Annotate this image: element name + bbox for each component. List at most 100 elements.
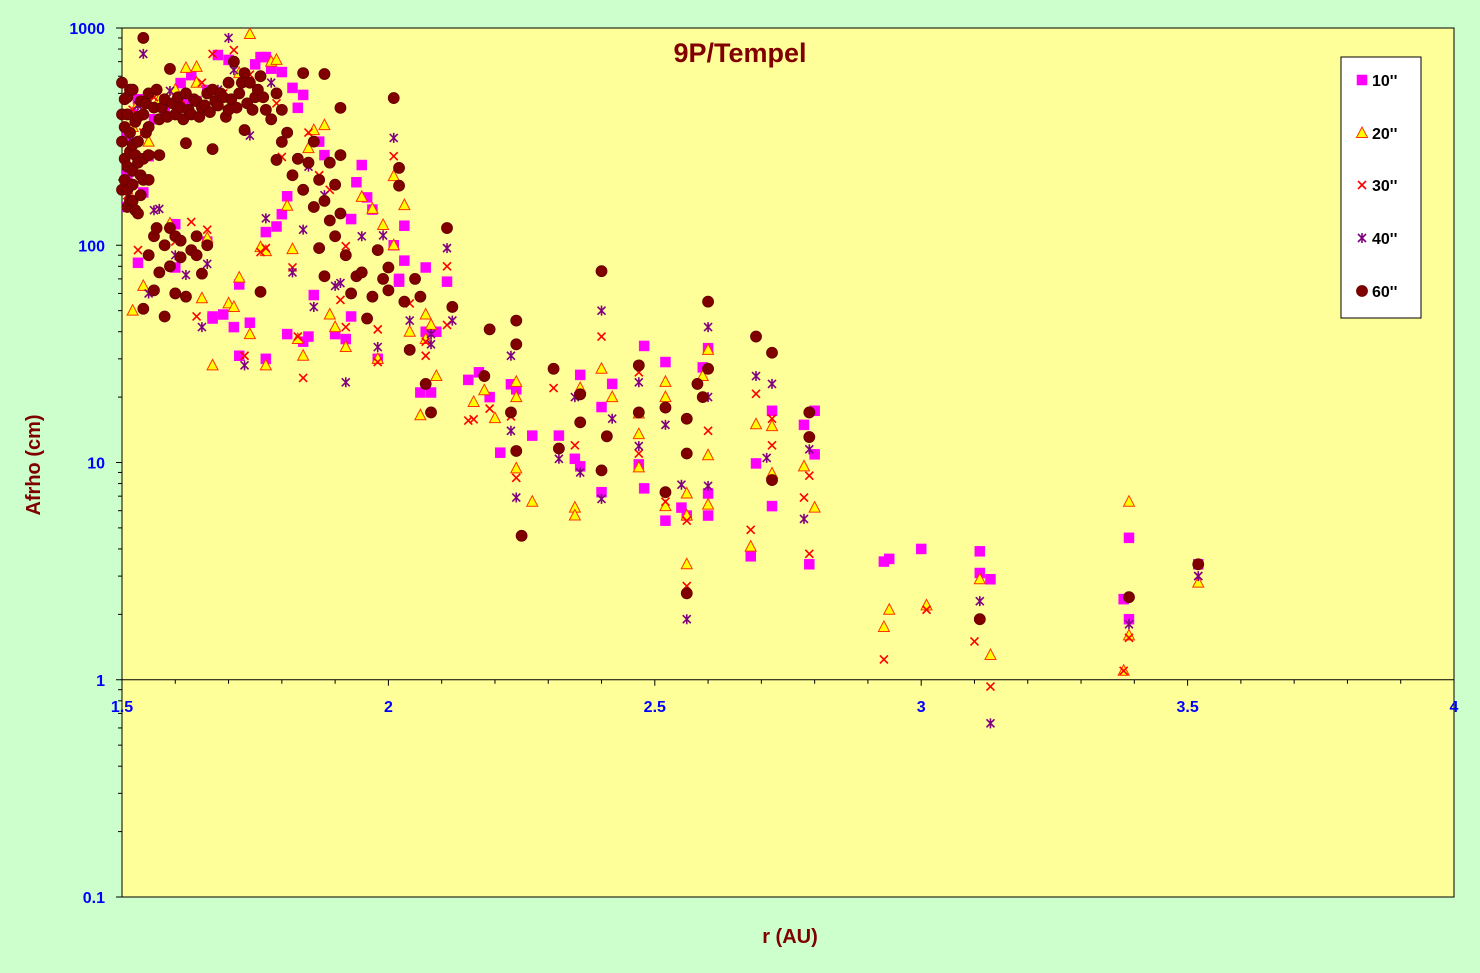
data-point-circle: [659, 401, 672, 414]
data-point-asterisk: [335, 278, 346, 289]
data-point-asterisk: [762, 452, 772, 463]
data-point-triangle: [797, 459, 811, 472]
data-point-asterisk: [575, 467, 585, 478]
legend-marker-asterisk: [1357, 233, 1367, 243]
data-point-circle: [180, 137, 192, 150]
data-point-triangle: [259, 358, 273, 371]
data-point-triangle: [280, 198, 294, 211]
data-point-triangle: [136, 278, 150, 291]
data-point-circle: [307, 135, 320, 148]
data-point-asterisk: [634, 377, 644, 388]
data-point-circle: [1192, 558, 1205, 571]
y-tick-label: 100: [78, 238, 105, 255]
legend-label: 10'': [1372, 73, 1397, 90]
data-point-circle: [158, 310, 171, 323]
data-point-circle: [696, 391, 709, 404]
data-point-asterisk: [223, 32, 234, 43]
data-point-circle: [323, 214, 336, 227]
data-point-square: [207, 311, 218, 322]
data-point-triangle: [509, 390, 523, 403]
data-point-triangle: [744, 539, 758, 552]
data-point-circle: [510, 314, 523, 327]
data-point-asterisk: [506, 425, 516, 436]
plot-area: [121, 27, 1455, 898]
x-axis-label: r (AU): [762, 926, 818, 948]
data-point-asterisk: [767, 378, 777, 389]
data-point-circle: [238, 124, 251, 136]
data-point-triangle: [680, 486, 694, 499]
data-point-triangle: [195, 291, 209, 304]
data-point-circle: [126, 83, 139, 96]
data-point-square: [292, 102, 304, 114]
data-point-square: [319, 149, 330, 161]
data-point-circle: [142, 173, 155, 186]
data-point-asterisk: [341, 377, 351, 388]
data-point-circle: [377, 273, 389, 285]
data-point-square: [766, 500, 778, 512]
data-point-triangle: [509, 461, 523, 474]
data-point-circle: [659, 486, 672, 499]
data-point-triangle: [179, 60, 193, 73]
data-point-square: [356, 159, 368, 171]
data-point-x: [133, 245, 143, 255]
data-point-circle: [124, 126, 136, 139]
data-point-circle: [446, 301, 459, 313]
data-point-square: [420, 262, 431, 273]
data-point-circle: [134, 189, 147, 202]
data-point-circle: [238, 67, 251, 80]
data-point-x: [799, 492, 809, 503]
data-point-x: [373, 324, 383, 334]
legend-label: 20'': [1372, 126, 1397, 143]
data-point-triangle: [302, 141, 315, 154]
legend-symbol-asterisk: [1357, 233, 1367, 243]
data-point-circle: [419, 378, 432, 390]
data-point-circle: [510, 338, 523, 351]
data-point-circle: [307, 201, 320, 213]
data-point-circle: [142, 121, 155, 133]
data-point-triangle: [696, 368, 710, 382]
data-point-circle: [803, 406, 816, 419]
data-point-circle: [164, 260, 176, 273]
data-point-x: [660, 497, 671, 507]
legend-entry-10: 10'': [1356, 73, 1397, 90]
data-point-asterisk: [202, 258, 212, 269]
data-point-circle: [297, 183, 310, 196]
data-point-circle: [204, 106, 216, 119]
data-point-circle: [148, 284, 160, 297]
data-point-circle: [225, 93, 238, 106]
data-point-square: [303, 331, 314, 342]
data-point-asterisk: [607, 413, 617, 424]
data-point-x: [255, 247, 266, 257]
data-point-circle: [766, 346, 778, 359]
data-point-square: [985, 574, 996, 585]
data-point-circle: [766, 474, 778, 486]
data-point-triangle: [270, 52, 283, 65]
data-point-square: [596, 401, 607, 413]
data-point-x: [186, 217, 196, 227]
data-point-square: [441, 276, 453, 287]
data-point-circle: [318, 195, 331, 207]
data-point-asterisk: [596, 305, 607, 316]
data-point-square: [175, 77, 186, 89]
data-point-square: [233, 350, 245, 362]
data-point-circle: [382, 261, 395, 274]
data-point-circle: [270, 154, 283, 166]
data-point-circle: [510, 445, 523, 457]
data-point-circle: [329, 230, 342, 243]
legend-label: 40'': [1372, 231, 1397, 248]
x-tick-label: 3: [917, 699, 926, 716]
data-point-x: [463, 415, 473, 426]
data-point-asterisk: [676, 479, 687, 490]
data-point-asterisk: [197, 322, 207, 333]
data-point-triangle: [808, 500, 821, 513]
data-point-x: [341, 322, 351, 332]
data-point-triangle: [355, 189, 369, 202]
data-point-asterisk: [181, 269, 191, 280]
x-tick-label: 2: [384, 699, 393, 716]
data-point-circle: [196, 267, 208, 280]
data-point-circle: [547, 362, 560, 375]
data-point-circle: [132, 207, 144, 220]
data-point-triangle: [366, 201, 379, 214]
data-point-circle: [137, 32, 150, 44]
